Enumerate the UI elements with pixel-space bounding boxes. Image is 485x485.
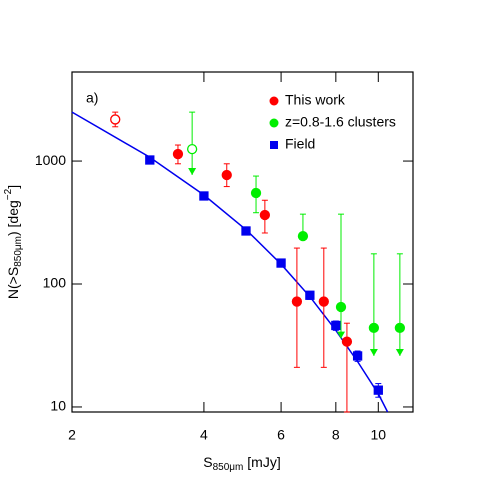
data-point bbox=[368, 322, 380, 333]
data-point bbox=[305, 290, 315, 300]
y-tick-label: 10 bbox=[50, 398, 66, 414]
legend-marker bbox=[269, 118, 279, 128]
legend-marker bbox=[270, 141, 278, 149]
data-point bbox=[186, 143, 198, 155]
plot-frame bbox=[71, 71, 414, 413]
y-tick-label: 100 bbox=[43, 275, 67, 291]
data-point bbox=[352, 351, 363, 361]
data-point bbox=[297, 231, 309, 242]
data-point bbox=[335, 301, 347, 313]
limit-arrow bbox=[369, 348, 378, 356]
data-point bbox=[110, 114, 121, 125]
legend-label: This work bbox=[285, 92, 346, 108]
limit-arrow bbox=[336, 331, 345, 339]
x-axis-label: S850μm [mJy] bbox=[203, 454, 280, 473]
data-point bbox=[291, 296, 303, 307]
data-point bbox=[145, 155, 155, 165]
x-tick-label: 8 bbox=[332, 427, 340, 443]
data-point bbox=[276, 258, 286, 268]
model-curve bbox=[71, 111, 389, 413]
limit-arrow bbox=[188, 168, 197, 176]
annotation: a) bbox=[86, 90, 98, 106]
data-point bbox=[373, 385, 383, 395]
legend-label: z=0.8-1.6 clusters bbox=[285, 114, 396, 130]
data-point bbox=[250, 187, 262, 199]
data-point bbox=[394, 322, 406, 333]
x-tick-label: 4 bbox=[200, 427, 208, 443]
data-point bbox=[221, 169, 232, 181]
data-point bbox=[259, 209, 271, 221]
data-point bbox=[318, 296, 329, 307]
x-tick-label: 2 bbox=[68, 427, 76, 443]
y-axis-label: N(>S850μm) [deg−2] bbox=[3, 185, 24, 299]
limit-arrow bbox=[395, 348, 404, 356]
data-point bbox=[172, 148, 184, 160]
data-point bbox=[241, 226, 251, 236]
legend-marker bbox=[269, 96, 279, 106]
data-point bbox=[199, 191, 209, 201]
x-tick-label: 10 bbox=[371, 427, 387, 443]
legend-label: Field bbox=[285, 136, 315, 152]
data-point bbox=[331, 320, 341, 331]
data-point bbox=[341, 336, 353, 347]
x-tick-label: 6 bbox=[277, 427, 285, 443]
y-tick-label: 1000 bbox=[35, 152, 66, 168]
